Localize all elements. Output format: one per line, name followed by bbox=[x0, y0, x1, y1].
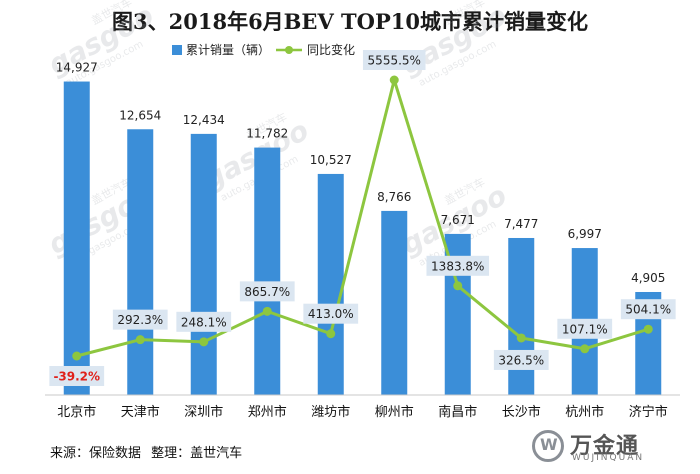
line-label-box bbox=[620, 299, 676, 320]
line-label-box bbox=[362, 50, 426, 70]
bar-value-label: 14,927 bbox=[56, 61, 98, 75]
bar bbox=[381, 210, 408, 395]
x-tick-label: 北京市 bbox=[57, 404, 96, 420]
line-point bbox=[262, 306, 272, 316]
line-label-box bbox=[239, 281, 295, 302]
line-value-label: 292.3% bbox=[117, 313, 163, 327]
bar bbox=[127, 129, 154, 396]
bar-value-label: 4,905 bbox=[631, 271, 665, 285]
line-path bbox=[76, 78, 649, 358]
line-value-label: 326.5% bbox=[498, 353, 544, 367]
line-point bbox=[580, 344, 590, 354]
brand-icon bbox=[532, 430, 564, 462]
brand-name-en: WUJINQUAN bbox=[572, 453, 645, 463]
line-point bbox=[72, 351, 82, 361]
line-point bbox=[643, 324, 653, 334]
x-tick-label: 南昌市 bbox=[438, 404, 477, 420]
x-tick-label: 潍坊市 bbox=[311, 404, 350, 420]
bar bbox=[63, 81, 90, 396]
line-label-box bbox=[426, 255, 490, 276]
x-tick-label: 天津市 bbox=[121, 404, 160, 420]
source-text: 来源：保险数据 bbox=[50, 446, 142, 461]
bar-value-label: 12,434 bbox=[183, 113, 225, 127]
bar-value-label: 11,782 bbox=[246, 127, 288, 141]
bar bbox=[317, 173, 344, 395]
bar-value-label: 7,477 bbox=[504, 217, 538, 231]
bar bbox=[254, 147, 281, 395]
legend-bar-swatch bbox=[172, 45, 182, 55]
x-tick-label: 深圳市 bbox=[184, 404, 223, 420]
line-series-group bbox=[72, 75, 653, 361]
x-tick-label: 柳州市 bbox=[375, 404, 414, 420]
bar bbox=[190, 133, 217, 396]
line-label-box bbox=[176, 311, 232, 332]
line-point bbox=[453, 281, 463, 291]
legend-bar-label: 累计销量（辆） bbox=[186, 43, 270, 57]
x-tick-label: 济宁市 bbox=[629, 404, 668, 420]
line-label-box bbox=[112, 309, 168, 330]
line-value-label: 1383.8% bbox=[431, 259, 484, 273]
line-value-label: 504.1% bbox=[625, 303, 671, 317]
line-value-label: 413.0% bbox=[308, 307, 354, 321]
compiled-text: 整理：盖世汽车 bbox=[151, 446, 243, 461]
bar-labels-group: 14,927 12,654 12,434 11,782 10,527 8,766 7,671… bbox=[56, 61, 666, 285]
x-tick-label: 郑州市 bbox=[248, 404, 287, 420]
line-label-box bbox=[303, 303, 359, 324]
line-point bbox=[199, 337, 209, 347]
chart-title: 图3、2018年6月BEV TOP10城市累计销量变化 bbox=[112, 9, 588, 34]
line-point bbox=[389, 75, 399, 85]
line-label-box bbox=[493, 349, 549, 370]
brand-logo: 万金通 WUJINQUAN bbox=[532, 428, 682, 464]
line-point bbox=[135, 335, 145, 345]
bar-value-label: 12,654 bbox=[119, 108, 161, 122]
line-value-label: -39.2% bbox=[53, 370, 100, 384]
line-point bbox=[516, 333, 526, 343]
line-value-label: 248.1% bbox=[181, 315, 227, 329]
x-tick-label: 杭州市 bbox=[565, 404, 604, 420]
line-label-box bbox=[49, 366, 105, 386]
bar-value-label: 7,671 bbox=[441, 213, 475, 227]
line-label-box bbox=[557, 318, 613, 339]
footer: 来源：保险数据 整理：盖世汽车 bbox=[50, 442, 248, 461]
bar-value-label: 8,766 bbox=[377, 190, 411, 204]
bar-value-label: 10,527 bbox=[310, 153, 352, 167]
line-point bbox=[326, 329, 336, 339]
line-value-label: 865.7% bbox=[244, 285, 290, 299]
line-value-label: 107.1% bbox=[562, 322, 608, 336]
legend-line-marker bbox=[285, 46, 293, 54]
legend: 累计销量（辆） 同比变化 bbox=[172, 42, 355, 57]
brand-name: 万金通 bbox=[570, 434, 640, 459]
legend-line-label: 同比变化 bbox=[307, 42, 355, 57]
line-value-label: 5555.5% bbox=[368, 54, 421, 68]
bar-value-label: 6,997 bbox=[568, 227, 602, 241]
x-tick-labels-group: 北京市 天津市 深圳市 郑州市 潍坊市 柳州市 南昌市 长沙市 杭州市 济宁市 bbox=[57, 404, 668, 420]
x-tick-label: 长沙市 bbox=[502, 404, 541, 420]
line-labels-group: -39.2% 292.3% 248.1% 865.7% 413.0% 5555.5% 138… bbox=[49, 50, 676, 386]
bar bbox=[508, 237, 535, 395]
